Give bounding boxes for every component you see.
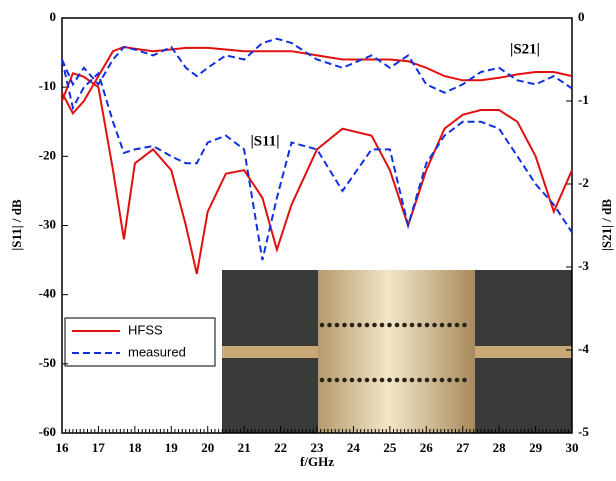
via xyxy=(372,377,377,383)
y-tick-label: -30 xyxy=(39,216,56,231)
x-tick-label: 25 xyxy=(383,440,397,455)
x-tick-label: 20 xyxy=(201,440,214,455)
x-tick-label: 26 xyxy=(420,440,434,455)
via xyxy=(349,377,355,383)
x-tick-label: 27 xyxy=(456,440,470,455)
x-tick-label: 30 xyxy=(566,440,579,455)
via xyxy=(342,377,347,383)
via xyxy=(402,377,407,383)
y-tick-label: -20 xyxy=(39,147,56,162)
legend: HFSS measured xyxy=(64,317,216,367)
y-tick-label: 0 xyxy=(50,9,57,24)
via xyxy=(439,322,445,328)
x-tick-label: 16 xyxy=(56,440,70,455)
via xyxy=(462,322,467,328)
y-tick-label: -60 xyxy=(39,424,56,439)
series-line xyxy=(61,45,573,116)
x-tick-label: 29 xyxy=(529,440,543,455)
y-tick-label: -40 xyxy=(39,286,56,301)
via xyxy=(379,322,385,328)
x-tick-label: 17 xyxy=(92,440,106,455)
via xyxy=(454,322,460,328)
y2-axis-label: |S21| / dB xyxy=(599,199,614,251)
via xyxy=(462,377,467,383)
via xyxy=(357,377,362,383)
x-tick-label: 22 xyxy=(274,440,287,455)
y-tick-label: -50 xyxy=(39,355,56,370)
via xyxy=(454,377,460,383)
via xyxy=(342,322,347,328)
via xyxy=(319,377,325,383)
x-tick-label: 28 xyxy=(493,440,507,455)
via xyxy=(372,322,377,328)
via xyxy=(409,322,415,328)
x-tick-label: 24 xyxy=(347,440,361,455)
via xyxy=(357,322,362,328)
via xyxy=(394,322,400,328)
via xyxy=(424,377,430,383)
via xyxy=(432,377,437,383)
y2-tick-label: -2 xyxy=(578,175,589,190)
x-tick-label: 18 xyxy=(128,440,142,455)
y2-tick-label: -5 xyxy=(578,424,589,439)
via xyxy=(417,322,422,328)
legend-label: measured xyxy=(128,344,186,359)
series-line xyxy=(61,37,573,94)
via xyxy=(327,322,332,328)
y-tick-label: -10 xyxy=(39,78,56,93)
via xyxy=(387,377,392,383)
via xyxy=(447,377,452,383)
series-line xyxy=(61,59,573,261)
via xyxy=(319,322,325,328)
x-tick-label: 23 xyxy=(311,440,325,455)
annotation: |S11| xyxy=(250,133,279,149)
via-rows xyxy=(319,322,467,383)
via xyxy=(409,377,415,383)
via xyxy=(349,322,355,328)
y-axis-label: |S11| / dB xyxy=(9,199,24,251)
inset-photo xyxy=(222,270,572,433)
via xyxy=(364,377,370,383)
y2-tick-label: 0 xyxy=(578,9,585,24)
via xyxy=(447,322,452,328)
via xyxy=(364,322,370,328)
x-axis-label: f/GHz xyxy=(300,454,334,469)
via xyxy=(432,322,437,328)
y2-tick-label: -4 xyxy=(578,341,589,356)
via xyxy=(424,322,430,328)
legend-box xyxy=(64,317,216,367)
via xyxy=(387,322,392,328)
y2-tick-label: -1 xyxy=(578,92,589,107)
via xyxy=(439,377,445,383)
via xyxy=(334,322,340,328)
series-line xyxy=(61,72,573,275)
via xyxy=(334,377,340,383)
y2-tick-label: -3 xyxy=(578,258,589,273)
annotation: |S21| xyxy=(510,41,540,57)
x-tick-label: 19 xyxy=(165,440,179,455)
via xyxy=(402,322,407,328)
legend-label: HFSS xyxy=(128,322,163,337)
via xyxy=(379,377,385,383)
via xyxy=(327,377,332,383)
via xyxy=(394,377,400,383)
via xyxy=(417,377,422,383)
x-tick-label: 21 xyxy=(238,440,251,455)
